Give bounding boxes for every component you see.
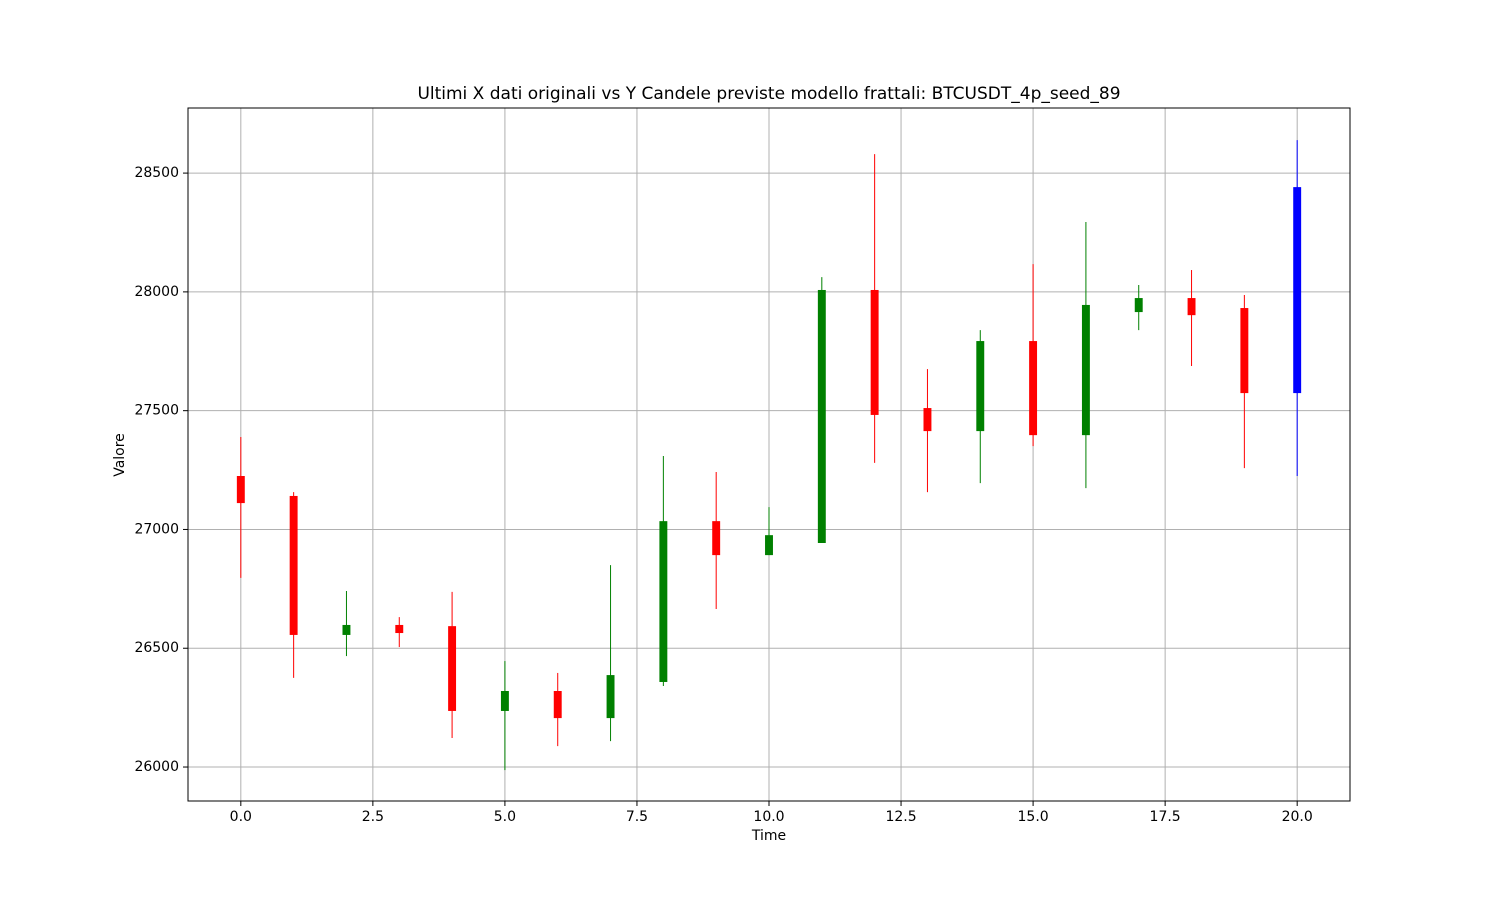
y-tick-label: 26500 (134, 640, 179, 656)
candle-body (712, 521, 721, 556)
x-tick-label: 7.5 (626, 809, 648, 825)
y-tick-label: 28500 (134, 165, 179, 181)
y-tick-label: 26000 (134, 759, 179, 775)
candle-body (659, 521, 668, 682)
candle-body (448, 626, 457, 711)
x-tick-label: 10.0 (753, 809, 784, 825)
candle-body (1029, 341, 1038, 436)
x-tick-label: 20.0 (1282, 809, 1313, 825)
candle-body (817, 289, 826, 543)
chart-title: Ultimi X dati originali vs Y Candele pre… (417, 84, 1120, 104)
x-tick-label: 15.0 (1018, 809, 1049, 825)
candle-body (1081, 304, 1090, 436)
candle-body (500, 691, 509, 711)
x-tick-label: 5.0 (494, 809, 516, 825)
candle-body (606, 675, 615, 719)
candle-body (765, 535, 773, 556)
candle-body (1293, 187, 1302, 394)
y-tick-label: 28000 (134, 284, 179, 300)
plot-frame (187, 107, 1351, 802)
y-tick-label: 27500 (134, 403, 179, 419)
candle-body (976, 341, 985, 432)
y-axis-label: Valore (112, 433, 128, 477)
candle-body (1240, 308, 1249, 394)
candle-body (236, 476, 245, 504)
candle-body (1187, 298, 1196, 316)
candle-body (553, 691, 562, 719)
candle-body (1134, 298, 1143, 313)
candle-body (923, 408, 932, 432)
x-tick-label: 17.5 (1150, 809, 1181, 825)
candle-body (870, 289, 879, 415)
x-tick-label: 12.5 (885, 809, 916, 825)
x-axis-label: Time (751, 828, 786, 844)
candle-body (395, 624, 404, 634)
candle-body (289, 495, 298, 635)
x-tick-label: 0.0 (230, 809, 252, 825)
candle-body (342, 624, 351, 635)
y-tick-label: 27000 (134, 521, 179, 537)
x-tick-label: 2.5 (362, 809, 384, 825)
